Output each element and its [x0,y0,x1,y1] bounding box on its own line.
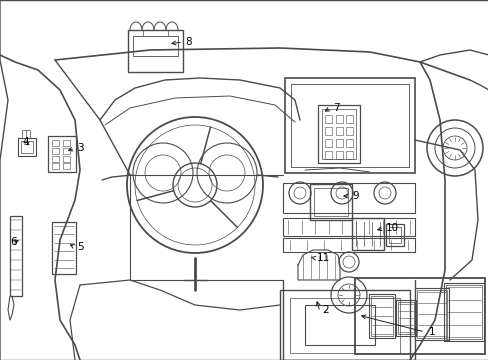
Text: 9: 9 [351,191,358,201]
Bar [317,105,359,163]
Bar [283,183,414,213]
Bar [22,130,30,138]
Bar [346,151,352,159]
Bar [63,148,70,154]
Text: 6: 6 [10,237,17,247]
Bar [21,141,33,153]
Bar [305,305,374,345]
Text: 4: 4 [22,137,29,147]
Bar [128,30,183,72]
Bar [321,109,355,159]
Bar [335,115,342,123]
Text: 11: 11 [316,253,329,263]
Text: 10: 10 [385,223,398,233]
Bar [351,218,383,250]
Bar [10,216,22,296]
Bar [388,227,400,243]
Bar [443,283,483,341]
Bar [63,156,70,162]
Bar [397,302,413,334]
Bar [63,140,70,146]
Bar [346,127,352,135]
Bar [313,188,347,216]
Bar [52,156,59,162]
Bar [325,115,331,123]
Bar [290,84,408,167]
Text: 2: 2 [321,305,328,315]
Bar [346,115,352,123]
Bar [445,285,481,339]
Bar [370,296,392,336]
Bar [289,298,399,353]
Text: 5: 5 [77,242,83,252]
Bar [325,151,331,159]
Bar [280,290,409,360]
Bar [52,140,59,146]
Bar [18,138,36,156]
Bar [416,290,446,338]
Bar [335,127,342,135]
Text: 3: 3 [77,143,83,153]
Bar [395,300,415,336]
Text: 8: 8 [184,37,191,47]
Bar [414,288,448,340]
Bar [52,148,59,154]
Bar [52,163,59,169]
Text: 1: 1 [428,327,434,337]
Bar [325,139,331,147]
Bar [285,78,414,173]
Bar [309,184,351,220]
Bar [48,136,76,172]
Bar [325,127,331,135]
Bar [354,278,484,354]
Bar [283,238,414,252]
Bar [335,139,342,147]
Bar [346,139,352,147]
Text: 7: 7 [332,103,339,113]
Bar [63,163,70,169]
Bar [385,224,403,246]
Bar [133,36,178,56]
Bar [335,151,342,159]
Bar [368,294,394,338]
Bar [52,222,76,274]
Bar [283,218,414,236]
